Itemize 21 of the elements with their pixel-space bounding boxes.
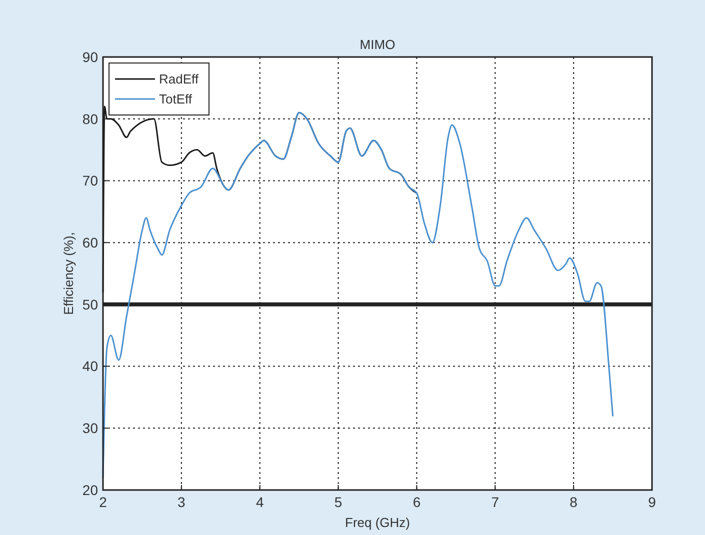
y-tick-label: 80 xyxy=(82,110,98,127)
y-tick-label: 30 xyxy=(82,420,98,436)
y-tick-label: 50 xyxy=(82,296,98,312)
y-tick-label: 40 xyxy=(82,358,98,374)
x-tick-label: 3 xyxy=(178,494,186,510)
y-tick-label: 70 xyxy=(82,172,98,189)
y-tick-label: 60 xyxy=(82,234,98,250)
x-tick-label: 7 xyxy=(491,494,500,510)
y-tick-label: 90 xyxy=(82,48,98,65)
x-tick-label: 5 xyxy=(334,494,342,510)
y-tick-label: 20 xyxy=(82,482,98,498)
legend-label: TotEff xyxy=(159,92,192,107)
y-axis-title: Efficiency (%), xyxy=(61,232,76,315)
x-tick-label: 2 xyxy=(99,494,108,510)
x-tick-label: 8 xyxy=(570,494,578,510)
x-axis-title: Freq (GHz) xyxy=(345,515,410,530)
x-tick-label: 4 xyxy=(256,494,264,510)
x-tick-label: 9 xyxy=(648,494,656,510)
x-tick-label: 6 xyxy=(412,494,421,510)
legend-label: RadEff xyxy=(159,72,199,87)
chart-title: MIMO xyxy=(360,37,396,52)
